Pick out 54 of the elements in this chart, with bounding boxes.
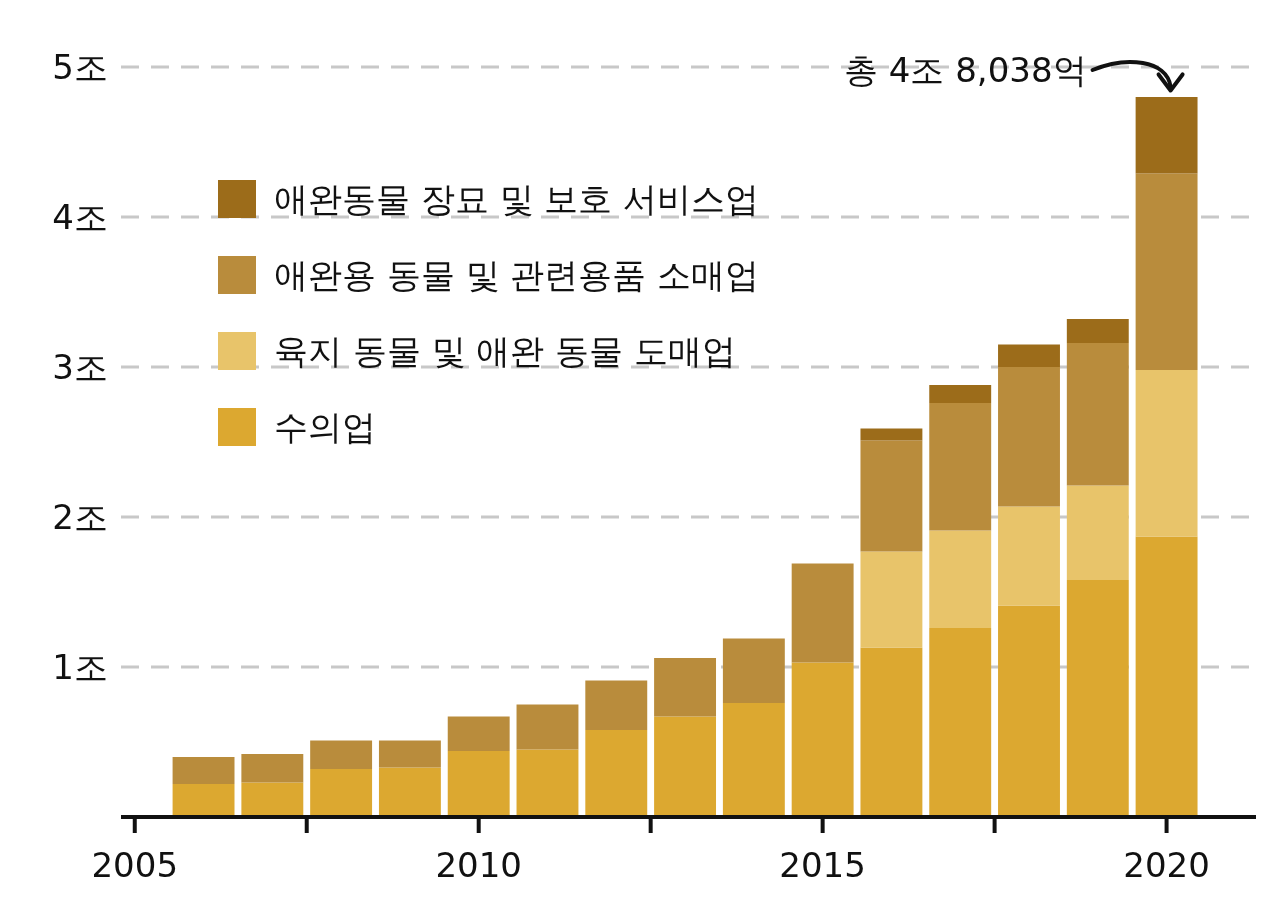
legend-label: 애완용 동물 및 관련용품 소매업: [274, 254, 760, 295]
bar: [654, 658, 717, 717]
y-tick-label: 3조: [52, 346, 108, 387]
bar: [860, 551, 923, 648]
bar: [585, 730, 648, 817]
bar: [1066, 485, 1129, 580]
bar: [1135, 370, 1198, 537]
bar: [791, 563, 854, 663]
legend-label: 수의업: [274, 406, 376, 447]
bar: [929, 385, 992, 403]
y-tick-label: 2조: [52, 496, 108, 537]
x-tick-label: 2020: [1123, 845, 1210, 885]
bar: [791, 662, 854, 817]
bar: [447, 716, 510, 751]
bar: [447, 751, 510, 817]
bar: [929, 530, 992, 628]
bar: [1066, 580, 1129, 817]
bar: [585, 680, 648, 730]
bar: [998, 506, 1060, 606]
bar: [172, 757, 235, 784]
x-tick-label: 2010: [435, 845, 522, 885]
bar: [722, 638, 785, 703]
bar: [1066, 343, 1129, 486]
y-tick-label: 5조: [52, 46, 108, 87]
bar: [998, 605, 1060, 817]
bar: [998, 367, 1060, 507]
bar: [1135, 97, 1198, 174]
bar: [378, 767, 441, 817]
bar: [929, 403, 992, 531]
bar: [1135, 536, 1198, 817]
bar: [998, 344, 1060, 367]
bar: [172, 784, 235, 817]
bar: [378, 740, 441, 768]
bar: [516, 749, 579, 817]
y-tick-label: 1조: [52, 646, 108, 687]
x-tick-label: 2005: [91, 845, 179, 885]
bar: [310, 740, 373, 769]
bar: [310, 769, 373, 817]
bar: [860, 428, 923, 441]
legend-label: 육지 동물 및 애완 동물 도매업: [274, 330, 737, 371]
bar: [516, 704, 579, 750]
bar: [654, 716, 717, 817]
bar: [241, 754, 304, 783]
bar: [722, 703, 785, 817]
bar: [860, 440, 923, 552]
y-tick-label: 4조: [52, 196, 108, 237]
x-tick-label: 2015: [779, 845, 866, 885]
annotation: 총 4조 8,038억: [843, 49, 1087, 90]
bar: [1135, 173, 1198, 370]
bar: [241, 782, 304, 817]
bar: [860, 647, 923, 817]
legend-label: 애완동물 장묘 및 보호 서비스업: [274, 178, 760, 219]
bar: [1066, 319, 1129, 343]
bar: [929, 628, 992, 817]
